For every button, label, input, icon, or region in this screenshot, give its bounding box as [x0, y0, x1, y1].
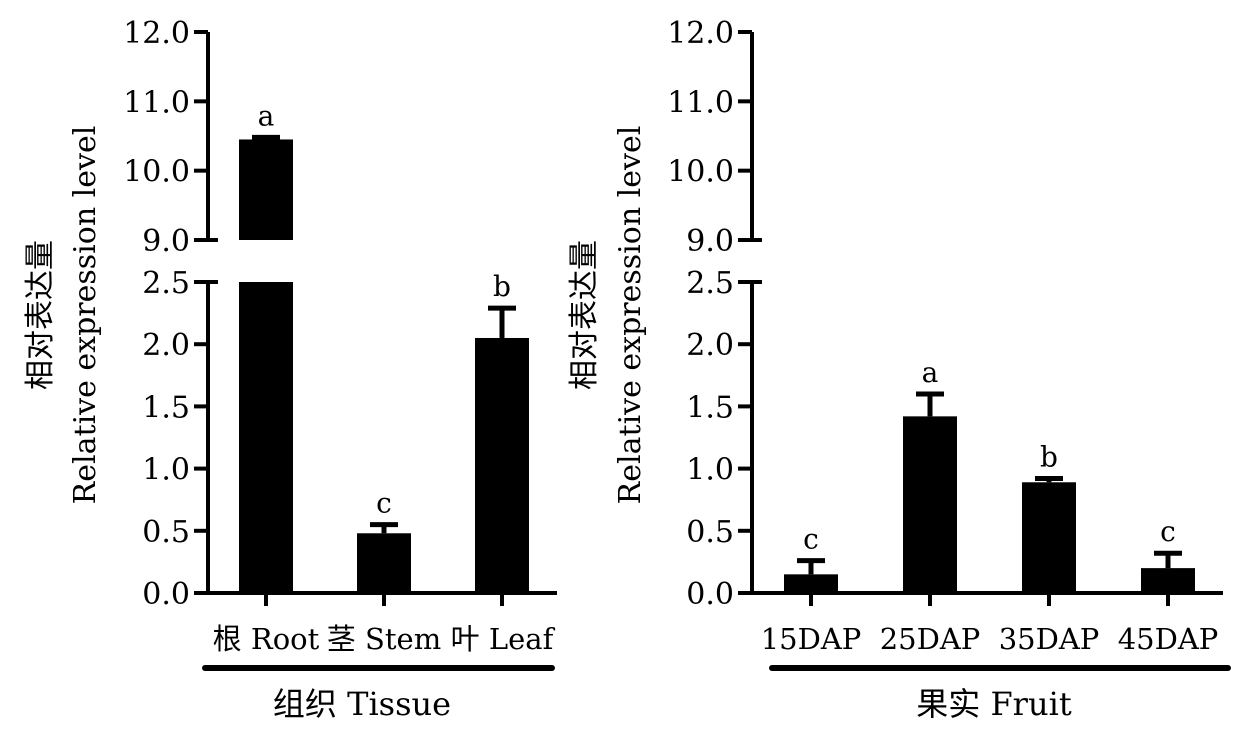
y-tick-label: 1.5 [142, 390, 190, 425]
category-label: 15DAP [761, 622, 862, 656]
y-axis-label-en: Relative expression level [68, 126, 103, 505]
y-tick-label: 1.0 [142, 453, 190, 488]
bar [903, 416, 957, 593]
group-label: 组织 Tissue [273, 685, 451, 723]
bar [239, 282, 293, 593]
y-tick-label: 0.5 [686, 515, 734, 550]
category-label: 35DAP [999, 622, 1100, 656]
y-tick-label: 2.0 [686, 328, 734, 363]
significance-letter: c [803, 523, 819, 556]
y-axis-label-cn: 相对表达量 [567, 240, 602, 390]
tissue-panel: 0.0 0.5 1.0 1.5 2.0 2.5 9.0 10.0 11.0 12.0 相对表达量 Re… [23, 16, 557, 723]
category-label: 25DAP [880, 622, 981, 656]
y-axis-label-en: Relative expression level [613, 126, 648, 505]
y-tick-label: 10.0 [667, 155, 734, 190]
y-tick-label: 11.0 [667, 85, 734, 120]
significance-letter: b [1040, 441, 1058, 474]
bar [475, 337, 529, 593]
category-label: 45DAP [1118, 622, 1219, 656]
bar [357, 533, 411, 593]
y-tick-label: 0.0 [686, 577, 734, 612]
significance-letter: a [922, 356, 939, 389]
y-tick-label: 1.5 [686, 390, 734, 425]
bar-upper [239, 139, 293, 240]
y-tick-label: 1.0 [686, 453, 734, 488]
significance-letter: b [493, 270, 511, 303]
y-tick-label: 9.0 [686, 224, 734, 259]
fruit-panel: 0.0 0.5 1.0 1.5 2.0 2.5 9.0 10.0 11.0 12.0 相对表达量 Re… [567, 16, 1231, 723]
y-tick-label: 12.0 [667, 16, 734, 51]
category-label: 茎 Stem [327, 622, 441, 656]
significance-letter: a [258, 99, 275, 132]
group-label: 果实 Fruit [916, 685, 1072, 723]
category-label: 根 Root [213, 622, 320, 656]
y-tick-label: 2.5 [142, 266, 190, 301]
y-tick-label: 0.0 [142, 577, 190, 612]
significance-letter: c [1160, 515, 1176, 548]
y-axis-label-cn: 相对表达量 [23, 240, 58, 390]
category-label: 叶 Leaf [451, 622, 556, 656]
y-tick-label: 2.0 [142, 328, 190, 363]
y-tick-label: 2.5 [686, 266, 734, 301]
bar [1022, 482, 1076, 593]
y-tick-label: 12.0 [123, 16, 190, 51]
y-tick-label: 0.5 [142, 515, 190, 550]
y-tick-label: 11.0 [123, 85, 190, 120]
y-tick-label: 9.0 [142, 224, 190, 259]
y-tick-label: 10.0 [123, 155, 190, 190]
bar [1141, 568, 1195, 593]
significance-letter: c [376, 487, 392, 520]
bar [784, 574, 838, 593]
